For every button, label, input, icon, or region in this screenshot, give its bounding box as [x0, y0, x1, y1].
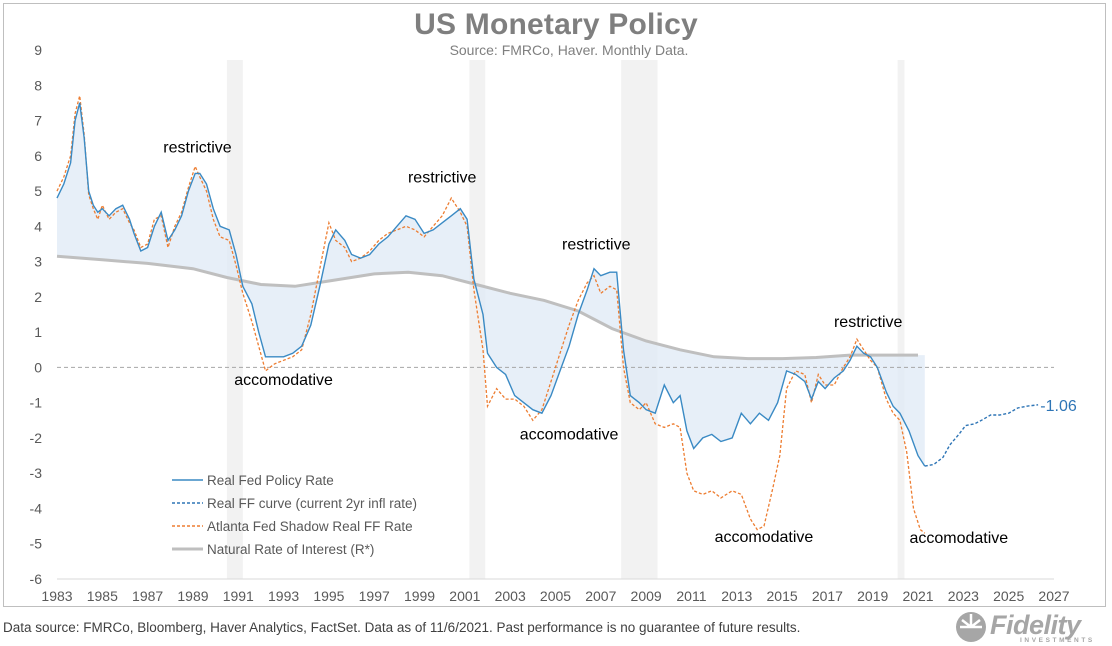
recession-band-2 [621, 60, 658, 579]
legend-label: Real FF curve (current 2yr infl rate) [207, 496, 417, 511]
annotation-label: accomodative [909, 530, 1008, 547]
x-axis: 1983 1985 1987 1989 1991 1993 1995 1997 1999 2001… [41, 578, 1070, 604]
x-tick-label: 2003 [495, 588, 526, 604]
y-tick-label: 6 [34, 148, 42, 164]
legend-label: Atlanta Fed Shadow Real FF Rate [207, 519, 413, 534]
gap-fill-area [57, 102, 925, 467]
x-tick-label: 1989 [177, 588, 208, 604]
x-tick-label: 2001 [449, 588, 480, 604]
x-tick-label: 2023 [948, 588, 979, 604]
x-tick-label: 1993 [268, 588, 299, 604]
logo-text: Fidelity [990, 610, 1081, 640]
policy-rate-line [56, 102, 926, 467]
recession-band-3 [897, 60, 905, 579]
annotation-label: accomodative [234, 372, 333, 389]
chart-title: US Monetary Policy [414, 8, 698, 41]
y-tick-label: -2 [30, 430, 43, 446]
x-tick-label: 1987 [132, 588, 163, 604]
fidelity-logo: Fidelity INVESTMENTS [954, 608, 1110, 644]
x-tick-label: 2025 [993, 588, 1024, 604]
y-axis: 9 8 7 6 5 4 3 2 1 0 -1 -2 -3 -4 -5 -6 [30, 42, 43, 587]
recession-band-1 [469, 60, 486, 579]
x-tick-label: 2013 [721, 588, 752, 604]
annotation-label: accomodative [715, 529, 814, 546]
logo-mark-icon [956, 612, 986, 642]
x-tick-label: 2019 [857, 588, 888, 604]
x-tick-label: 2015 [767, 588, 798, 604]
chart-frame [3, 3, 1106, 607]
legend: Real Fed Policy Rate Real FF curve (curre… [172, 473, 417, 557]
y-tick-label: 1 [34, 324, 42, 340]
logo-sub: INVESTMENTS [1020, 637, 1095, 644]
x-tick-label: 1999 [404, 588, 435, 604]
y-tick-label: 8 [34, 77, 42, 93]
y-tick-label: 0 [34, 359, 42, 375]
y-tick-label: -1 [30, 395, 43, 411]
x-tick-label: 1985 [87, 588, 118, 604]
y-tick-label: -6 [30, 571, 43, 587]
y-tick-label: -5 [30, 536, 43, 552]
y-tick-label: -4 [30, 500, 43, 516]
x-tick-label: 2027 [1038, 588, 1069, 604]
y-tick-label: -3 [30, 465, 43, 481]
recession-band-0 [226, 60, 243, 579]
y-tick-label: 9 [34, 42, 42, 58]
y-tick-label: 3 [34, 254, 42, 270]
y-tick-label: 4 [34, 218, 42, 234]
x-tick-label: 1991 [223, 588, 254, 604]
annotation-label: restrictive [834, 314, 903, 331]
x-tick-label: 2011 [676, 588, 706, 604]
recession-bands [226, 60, 905, 579]
end-value-label: -1.06 [1040, 398, 1077, 415]
y-tick-label: 5 [34, 183, 42, 199]
x-tick-label: 2021 [902, 588, 933, 604]
policy-gap-fill [57, 102, 925, 467]
annotations: restrictive accomodative restrictive accomo… [163, 139, 1008, 547]
y-tick-label: 7 [34, 113, 42, 129]
annotation-label: accomodative [520, 427, 619, 444]
legend-label: Real Fed Policy Rate [207, 473, 334, 488]
x-tick-label: 2007 [585, 588, 616, 604]
x-tick-label: 1997 [359, 588, 390, 604]
natural-rate-line [56, 254, 918, 361]
annotation-label: restrictive [163, 139, 232, 156]
series-lines: -1.06 [56, 95, 1077, 534]
annotation-label: restrictive [562, 236, 631, 253]
y-tick-label: 2 [34, 289, 42, 305]
x-tick-label: 1995 [313, 588, 344, 604]
annotation-label: restrictive [408, 169, 477, 186]
chart-subtitle: Source: FMRCo, Haver. Monthly Data. [449, 42, 689, 58]
x-tick-label: 1983 [41, 588, 72, 604]
x-tick-label: 2005 [540, 588, 571, 604]
x-tick-label: 2017 [812, 588, 843, 604]
legend-label: Natural Rate of Interest (R*) [207, 542, 374, 557]
ff-curve-line [924, 404, 1039, 467]
footnote: Data source: FMRCo, Bloomberg, Haver Ana… [3, 620, 801, 635]
x-tick-label: 2009 [631, 588, 662, 604]
